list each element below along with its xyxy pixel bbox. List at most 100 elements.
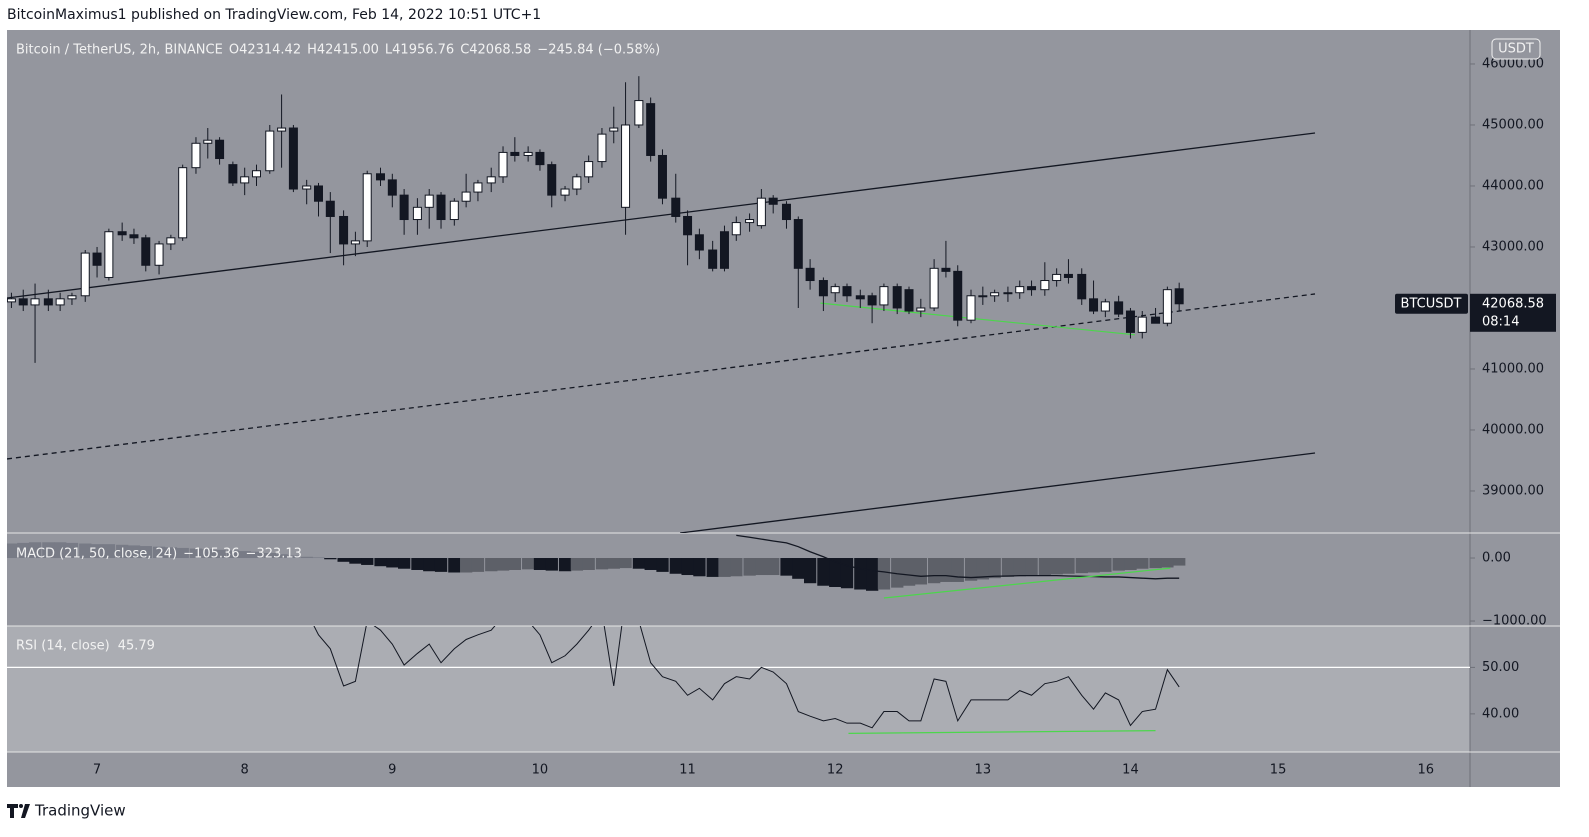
histogram-bar bbox=[275, 554, 288, 559]
histogram-bar bbox=[213, 549, 226, 559]
candle-body bbox=[30, 298, 40, 306]
histogram-bar bbox=[866, 558, 879, 591]
candle-body bbox=[609, 127, 619, 132]
candle-body bbox=[1052, 273, 1062, 282]
histogram-bar bbox=[988, 558, 1001, 579]
candle-body bbox=[584, 161, 594, 178]
candle-body bbox=[473, 182, 483, 193]
histogram-bar bbox=[755, 558, 768, 576]
candle-body bbox=[597, 133, 607, 163]
histogram-bar bbox=[102, 544, 116, 559]
histogram-bar bbox=[545, 558, 558, 571]
candle-body bbox=[916, 307, 926, 312]
histogram-bar bbox=[386, 558, 399, 568]
histogram-bar bbox=[914, 558, 928, 585]
indicator-name: MACD (21, 50, close, 24) bbox=[16, 547, 177, 562]
candle-body bbox=[92, 252, 102, 266]
histogram-bar bbox=[176, 547, 189, 559]
histogram-bar bbox=[1173, 558, 1186, 566]
histogram-bar bbox=[1161, 558, 1174, 568]
histogram-bar bbox=[1013, 558, 1026, 577]
histogram-bar bbox=[964, 558, 978, 581]
histogram-bar bbox=[1136, 558, 1149, 569]
candle-body bbox=[1114, 301, 1124, 315]
candle-body bbox=[1100, 301, 1110, 312]
x-tick-label: 8 bbox=[241, 763, 249, 778]
candle-body bbox=[251, 170, 261, 178]
candle-body bbox=[67, 295, 77, 300]
currency[interactable]: USDT bbox=[1498, 42, 1534, 57]
histogram-bar bbox=[54, 542, 67, 559]
histogram-bar bbox=[644, 558, 657, 570]
symbol: Bitcoin / TetherUS, 2h, BINANCE bbox=[16, 43, 223, 58]
candle-body bbox=[621, 124, 631, 208]
histogram-bar bbox=[669, 558, 682, 574]
candle-body bbox=[166, 237, 176, 245]
histogram-bar bbox=[730, 558, 743, 577]
candle-body bbox=[129, 234, 139, 239]
macd-pane bbox=[7, 534, 1186, 599]
histogram-bar bbox=[570, 558, 584, 571]
candle-body bbox=[657, 154, 667, 199]
candle-body bbox=[350, 240, 360, 245]
price-pane bbox=[7, 76, 1316, 533]
trend-line bbox=[848, 730, 1156, 735]
candle-body bbox=[805, 267, 815, 282]
histogram-bar bbox=[854, 558, 867, 590]
ticker: BTCUSDT bbox=[1401, 296, 1462, 311]
x-tick-label: 16 bbox=[1417, 763, 1434, 778]
x-tick-label: 9 bbox=[388, 763, 396, 778]
x-tick-label: 13 bbox=[975, 763, 992, 778]
histogram-bar bbox=[1025, 558, 1038, 576]
histogram-bar bbox=[263, 552, 276, 559]
histogram-bar bbox=[300, 556, 313, 559]
histogram-bar bbox=[496, 558, 510, 571]
histogram-bar bbox=[324, 558, 337, 560]
histogram-bar bbox=[1001, 558, 1015, 577]
candle-body bbox=[1125, 310, 1135, 333]
rsi-pane bbox=[7, 626, 1470, 735]
trend-line bbox=[7, 293, 1316, 460]
histogram-bar bbox=[28, 542, 42, 559]
trend-line bbox=[883, 567, 1171, 599]
rsi-line bbox=[313, 626, 1180, 729]
candle-body bbox=[1015, 286, 1025, 294]
histogram-bar bbox=[1099, 558, 1112, 572]
ohlc-value: 42415.00 bbox=[317, 43, 379, 58]
y-tick-label: 44000.00 bbox=[1482, 178, 1544, 193]
x-tick-label: 10 bbox=[532, 763, 549, 778]
y-tick-label: 40000.00 bbox=[1482, 422, 1544, 437]
candle-body bbox=[399, 194, 409, 221]
histogram-bar bbox=[928, 558, 941, 584]
y-tick-label: −1000.00 bbox=[1482, 614, 1547, 629]
histogram-bar bbox=[79, 543, 92, 559]
ticker-tag bbox=[1395, 293, 1468, 314]
currency-button[interactable] bbox=[1491, 38, 1541, 60]
trend-line bbox=[7, 132, 1316, 299]
histogram-bar bbox=[522, 558, 535, 570]
candle-body bbox=[966, 295, 976, 321]
y-tick-label: 43000.00 bbox=[1482, 239, 1544, 254]
histogram-bar bbox=[17, 542, 30, 559]
y-tick-label: 39000.00 bbox=[1482, 483, 1544, 498]
candle-body bbox=[719, 231, 729, 269]
attribution: BitcoinMaximus1 published on TradingView… bbox=[7, 7, 541, 23]
histogram-bar bbox=[743, 558, 756, 576]
candle-body bbox=[117, 231, 127, 236]
histogram-bar bbox=[90, 544, 104, 559]
countdown: 08:14 bbox=[1482, 314, 1519, 329]
histogram-bar bbox=[508, 558, 522, 570]
ohlc-value: 42314.42 bbox=[239, 43, 301, 58]
candle-body bbox=[449, 200, 459, 221]
ohlc-key: H bbox=[307, 43, 317, 58]
histogram-bar bbox=[312, 557, 325, 559]
histogram-bar bbox=[533, 558, 547, 570]
histogram-bar bbox=[1038, 558, 1052, 576]
histogram-bar bbox=[471, 558, 485, 572]
histogram-bar bbox=[693, 558, 706, 577]
histogram-bar bbox=[434, 558, 448, 572]
histogram-bar bbox=[250, 551, 263, 559]
candle-body bbox=[313, 185, 323, 202]
candle-body bbox=[80, 252, 90, 297]
x-tick-label: 11 bbox=[679, 763, 696, 778]
